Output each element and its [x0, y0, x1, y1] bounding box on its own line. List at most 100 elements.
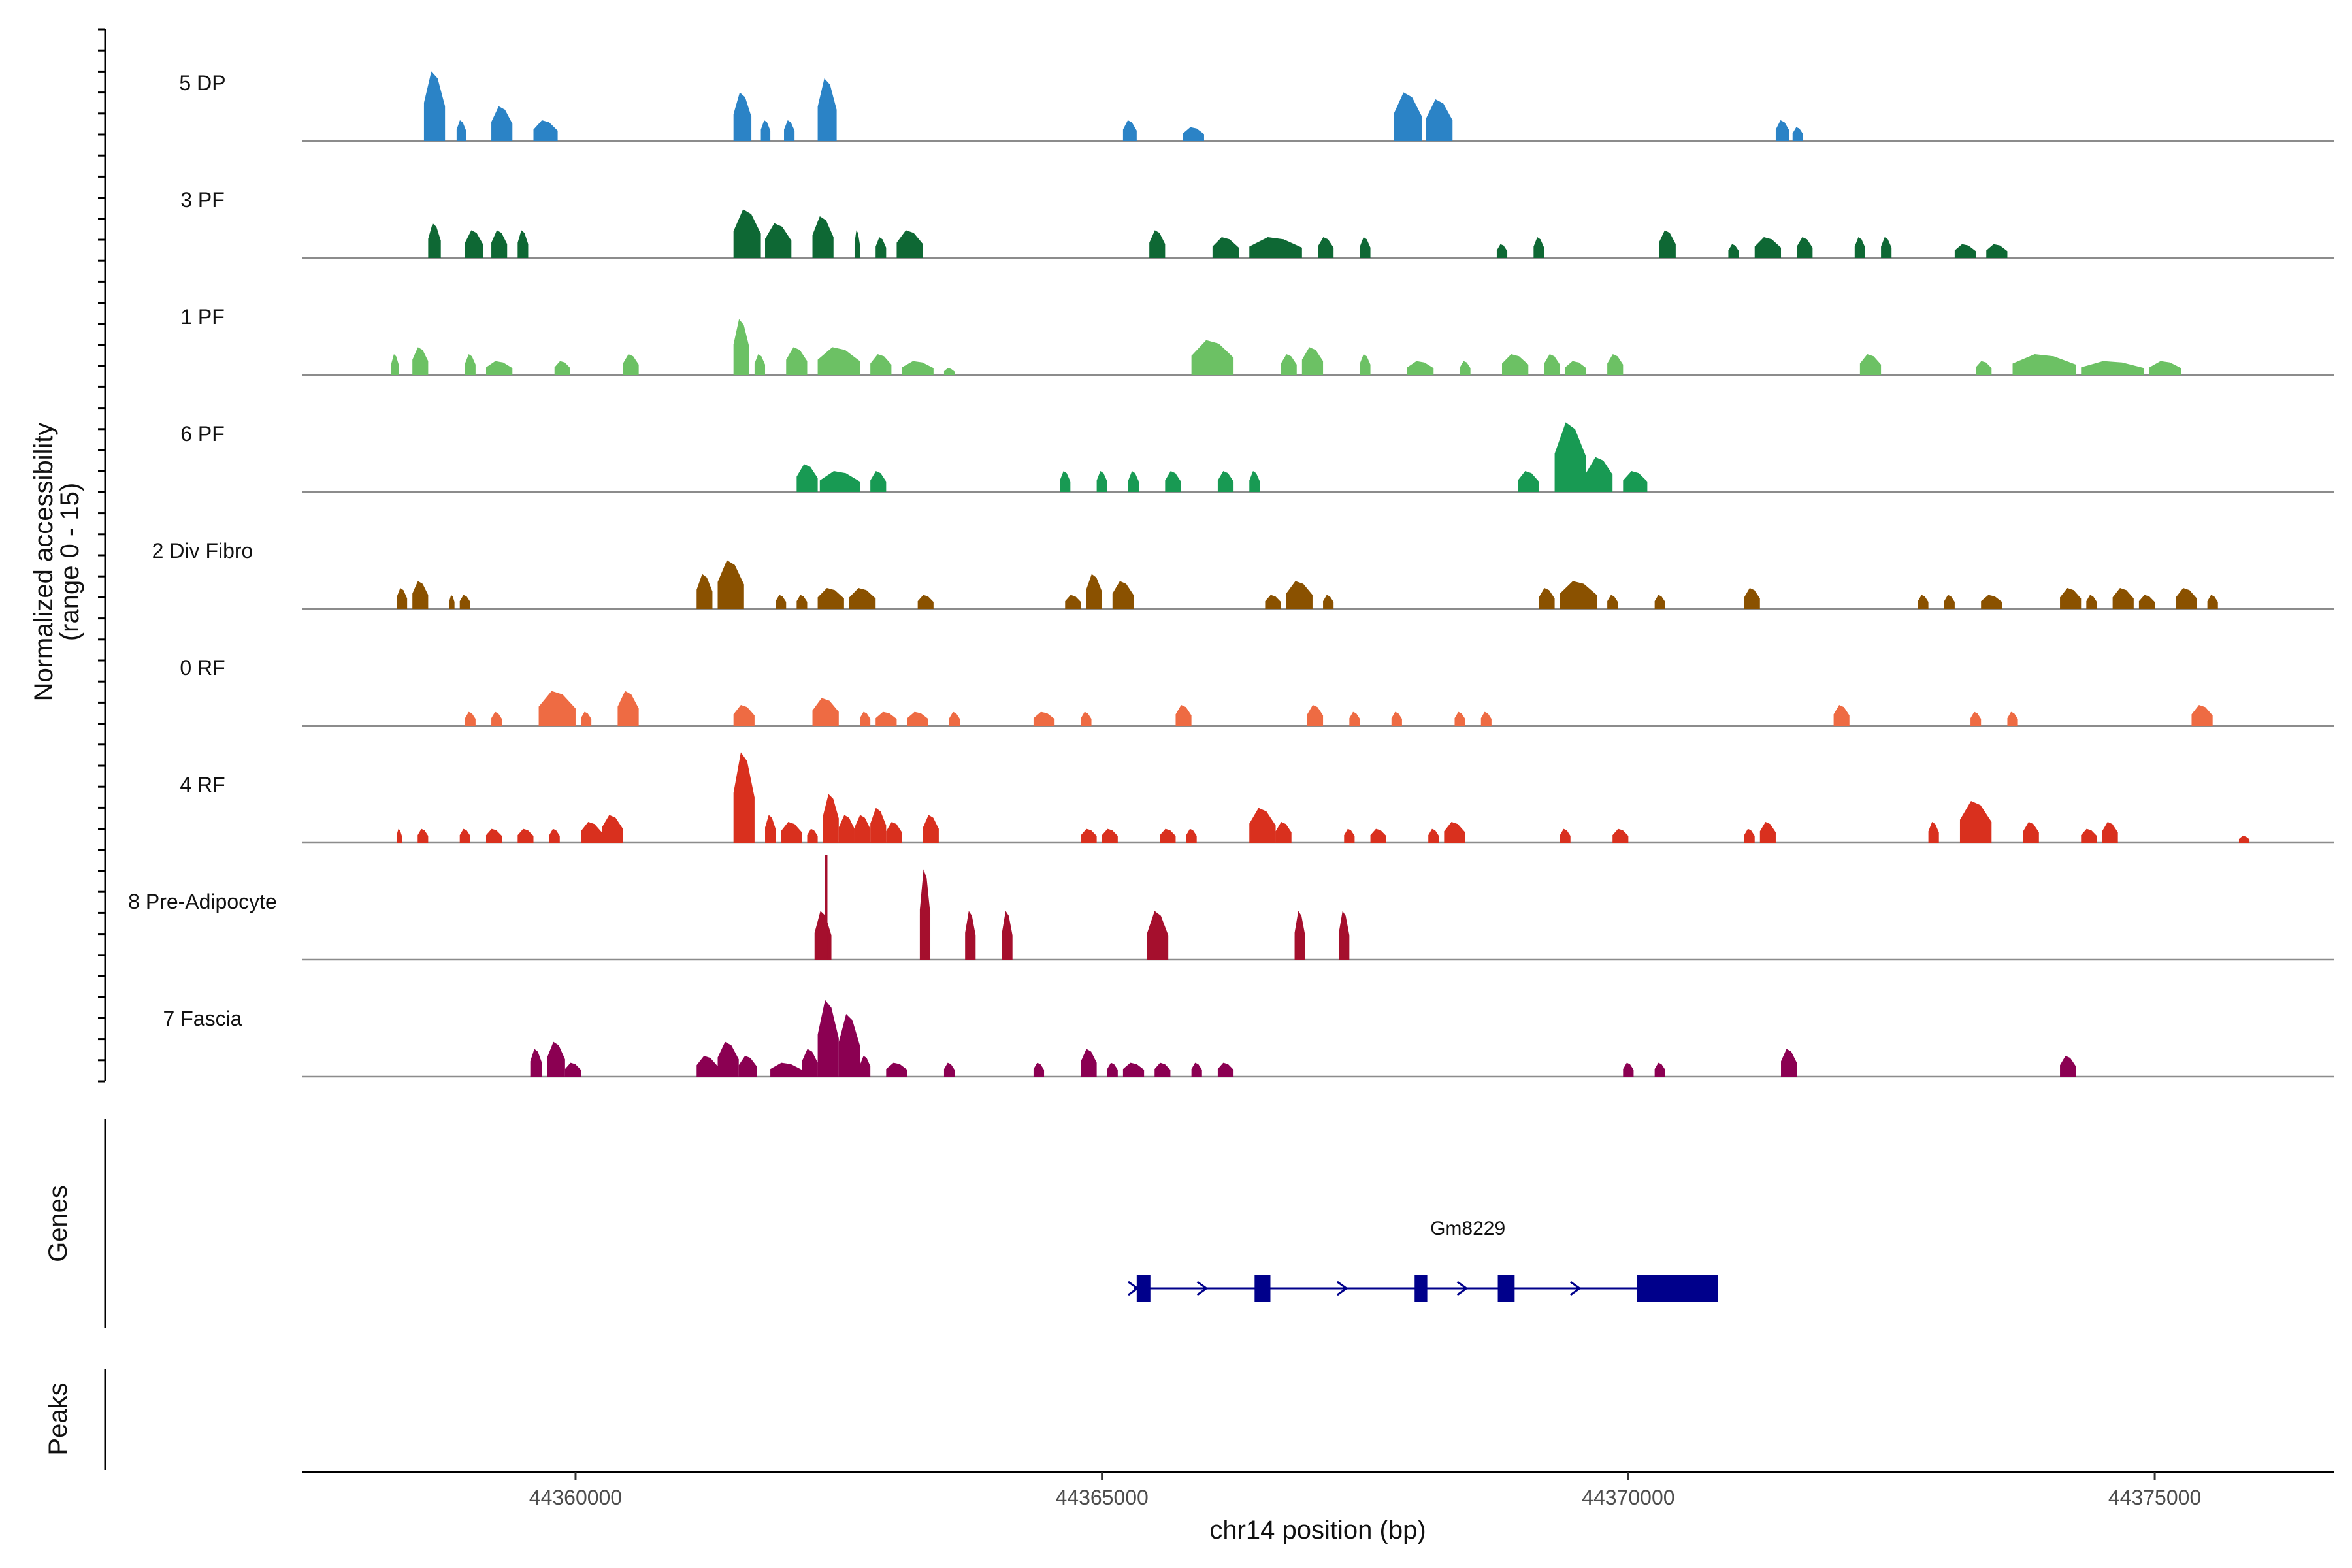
x-axis: 44360000 44365000 44370000 44375000: [302, 1471, 2334, 1509]
track-7-fascia: 7 Fascia: [163, 1000, 2334, 1078]
coverage-peak: [1781, 1049, 1797, 1077]
coverage-peak: [397, 828, 402, 843]
track-8-pre-adipocyte: 8 Pre-Adipocyte: [128, 855, 2334, 961]
coverage-peak: [1370, 828, 1386, 843]
coverage-peak: [602, 815, 623, 843]
coverage-peak: [533, 120, 558, 141]
coverage-peak: [1175, 705, 1192, 726]
coverage-peak: [1480, 711, 1492, 726]
strand-arrow: [1128, 1281, 1139, 1296]
coverage-peak: [1959, 801, 1992, 843]
coverage-peak: [733, 209, 761, 258]
coverage-peak: [1294, 911, 1305, 960]
coverage-peak: [1394, 92, 1422, 141]
gene-exon: [1254, 1275, 1271, 1302]
y-axis-title: Normalized accessibility: [29, 423, 58, 702]
coverage-peak: [949, 711, 960, 726]
track-2-div-fibro: 2 Div Fibro: [152, 539, 2334, 610]
coverage-peak: [1286, 581, 1313, 609]
coverage-peak: [485, 361, 513, 375]
coverage-peak: [1539, 588, 1555, 609]
coverage-peak: [965, 911, 976, 960]
coverage-peak: [886, 822, 902, 843]
coverage-peak: [1428, 828, 1439, 843]
strand-arrow: [1336, 1281, 1348, 1296]
coverage-peak: [1112, 581, 1134, 609]
coverage-peak: [696, 574, 713, 609]
coverage-peak: [1349, 711, 1360, 726]
coverage-peak: [2007, 711, 2018, 726]
coverage-peak: [1728, 244, 1739, 258]
coverage-peak: [919, 869, 931, 960]
coverage-peak: [1301, 347, 1324, 375]
coverage-peak: [1444, 822, 1465, 843]
coverage-peak: [1186, 828, 1197, 843]
coverage-peak: [1191, 340, 1234, 375]
coverage-peak: [1265, 595, 1281, 609]
coverage-peak: [491, 106, 513, 141]
coverage-peak: [1976, 361, 1992, 375]
coverage-peak: [2207, 595, 2218, 609]
coverage-peak: [1659, 230, 1676, 258]
coverage-peak: [781, 822, 802, 843]
coverage-peak: [456, 120, 466, 141]
coverage-peak: [2176, 588, 2197, 609]
coverage-peak: [1560, 581, 1597, 609]
coverage-peak: [2191, 705, 2213, 726]
x-tick-label: 44370000: [1582, 1486, 1674, 1509]
coverage-peak: [1501, 354, 1529, 375]
coverage-peak: [412, 347, 429, 375]
coverage-peak: [1554, 422, 1586, 492]
coverage-peak: [1654, 1062, 1665, 1077]
coverage-peak: [1191, 1062, 1202, 1077]
accessibility-axis: [98, 28, 106, 1083]
coverage-peak: [923, 815, 939, 843]
track-label: 4 RF: [180, 773, 225, 796]
track-4-rf: 4 RF: [180, 752, 2334, 844]
genes-panel: Gm8229: [1128, 1218, 1718, 1302]
track-label: 0 RF: [180, 656, 225, 679]
coverage-peak: [485, 828, 502, 843]
coverage-peak: [814, 911, 832, 960]
coverage-peak: [1128, 471, 1139, 492]
coverage-spike: [825, 855, 828, 960]
coverage-peak: [623, 354, 639, 375]
strand-arrow: [1456, 1281, 1469, 1296]
coverage-peak: [412, 581, 429, 609]
coverage-peak: [1217, 1062, 1234, 1077]
coverage-peak: [1954, 244, 1976, 258]
coverage-peak: [391, 354, 399, 375]
coverage-peak: [1323, 595, 1334, 609]
coverage-peak: [733, 705, 755, 726]
coverage-peak: [870, 354, 892, 375]
coverage-peak: [838, 1014, 860, 1077]
track-1-pf: 1 PF: [180, 305, 2334, 376]
coverage-peak: [917, 595, 934, 609]
coverage-peak: [784, 120, 795, 141]
coverage-peak: [2138, 595, 2155, 609]
genes-panel-title: Genes: [44, 1185, 73, 1262]
coverage-peak: [1792, 127, 1803, 141]
x-tick-label: 44365000: [1055, 1486, 1148, 1509]
coverage-peak: [1859, 354, 1882, 375]
x-axis-title: chr14 position (bp): [1209, 1516, 1426, 1544]
coverage-peak: [1122, 1062, 1145, 1077]
track-0-rf: 0 RF: [180, 656, 2334, 727]
coverage-peak: [765, 815, 776, 843]
track-3-pf: 3 PF: [180, 188, 2334, 259]
coverage-peak: [754, 354, 766, 375]
coverage-peak: [854, 230, 860, 258]
coverage-peak: [796, 464, 818, 492]
coverage-peak: [2023, 822, 2039, 843]
coverage-peak: [849, 588, 876, 609]
coverage-peak: [1212, 237, 1239, 258]
coverage-peak: [1081, 1049, 1097, 1077]
coverage-peak: [796, 595, 808, 609]
x-tick-label: 44375000: [2108, 1486, 2201, 1509]
coverage-peak: [907, 711, 928, 726]
coverage-peak: [1147, 911, 1169, 960]
coverage-peak: [1407, 361, 1434, 375]
coverage-peak: [776, 595, 787, 609]
coverage-peak: [1460, 361, 1471, 375]
coverage-peak: [2149, 361, 2181, 375]
